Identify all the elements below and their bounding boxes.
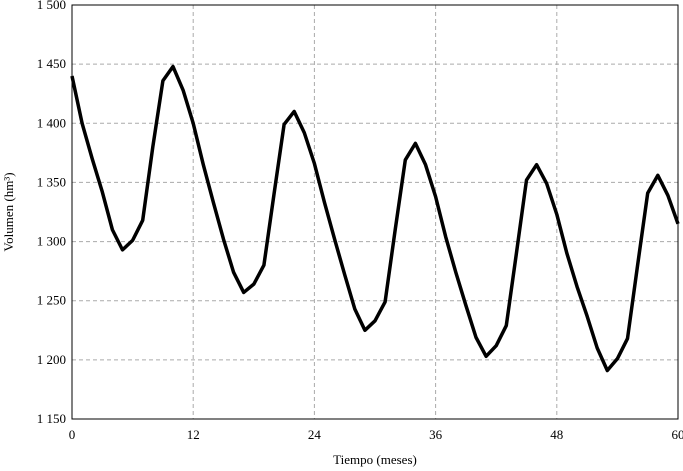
x-axis-label: Tiempo (meses) (333, 452, 417, 467)
y-tick-label: 1 150 (37, 411, 66, 426)
y-tick-label: 1 250 (37, 293, 66, 308)
x-tick-label: 12 (187, 427, 200, 442)
x-tick-label: 0 (69, 427, 76, 442)
y-tick-label: 1 400 (37, 115, 66, 130)
y-tick-label: 1 300 (37, 234, 66, 249)
y-tick-label: 1 450 (37, 56, 66, 71)
y-tick-label: 1 350 (37, 174, 66, 189)
data-line (70, 64, 680, 373)
y-axis-label: Volumen (hm³) (1, 172, 16, 251)
plot-frame (71, 4, 679, 420)
x-tick-label: 24 (308, 427, 322, 442)
y-tick-label: 1 200 (37, 352, 66, 367)
x-tick-label: 60 (672, 427, 683, 442)
x-tick-label: 36 (429, 427, 443, 442)
y-tick-label: 1 500 (37, 0, 66, 12)
x-tick-label: 48 (550, 427, 563, 442)
